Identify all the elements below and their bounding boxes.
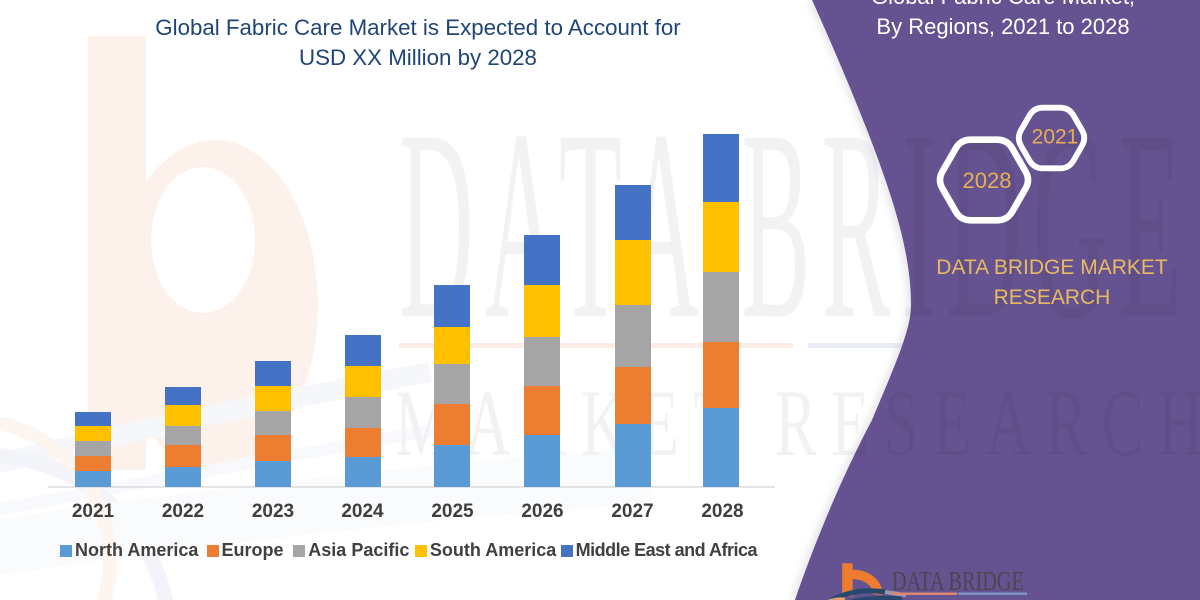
svg-text:2028: 2028 <box>963 168 1012 193</box>
svg-text:DATA BRIDGE: DATA BRIDGE <box>892 567 1024 596</box>
svg-text:2021: 2021 <box>1032 126 1079 149</box>
svg-text:MARKET RESEARCH: MARKET RESEARCH <box>892 598 1022 600</box>
